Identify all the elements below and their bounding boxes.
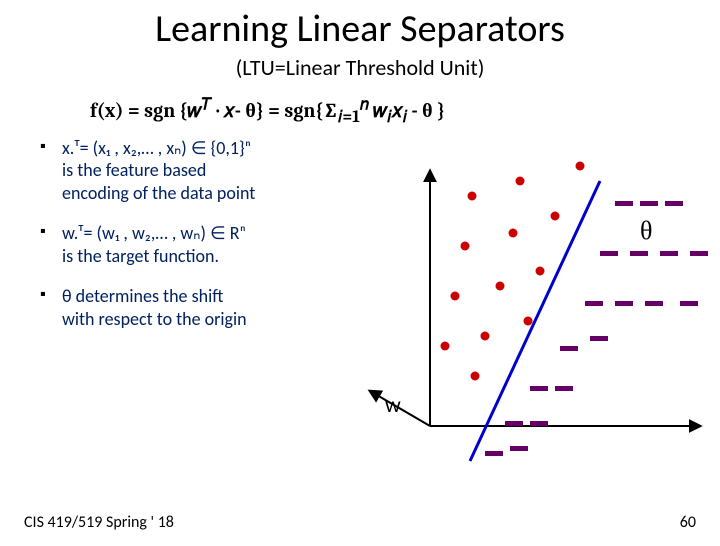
w-label: w <box>385 391 401 418</box>
separator-chart: θ w <box>330 161 720 481</box>
bullet-3-line2: with respect to the origin <box>62 308 340 331</box>
footer-course: CIS 419/519 Spring ' 18 <box>24 513 174 532</box>
page-number: 60 <box>680 513 696 532</box>
main-formula: f(x) = sgn {𝑤𝑇 · 𝑥- θ} = sgn{∑𝑖=1𝑛 𝑤𝑖𝑥𝑖 … <box>90 95 720 127</box>
subtitle: (LTU=Linear Threshold Unit) <box>0 54 720 81</box>
bullet-1-line2: is the feature based <box>62 159 340 182</box>
bullet-1: x.ᵀ= (x₁ , x₂,… , xₙ) ∈ {0,1}ⁿ is the fe… <box>40 137 340 205</box>
chart-svg <box>330 161 720 481</box>
bullet-1-line1: x.ᵀ= (x₁ , x₂,… , xₙ) ∈ {0,1}ⁿ <box>62 137 251 159</box>
bullet-2: w.ᵀ= (w₁ , w₂,… , wₙ) ∈ Rⁿ is the target… <box>40 222 340 267</box>
page-title: Learning Linear Separators <box>0 6 720 52</box>
theta-label: θ <box>640 216 652 246</box>
bullet-3-line1: θ determines the shift <box>62 285 223 307</box>
bullet-list: x.ᵀ= (x₁ , x₂,… , xₙ) ∈ {0,1}ⁿ is the fe… <box>40 137 340 331</box>
bullet-2-line1: w.ᵀ= (w₁ , w₂,… , wₙ) ∈ Rⁿ <box>62 222 246 244</box>
bullet-3: θ determines the shift with respect to t… <box>40 285 340 330</box>
bullet-1-line3: encoding of the data point <box>62 182 340 205</box>
bullet-2-line2: is the target function. <box>62 245 340 268</box>
